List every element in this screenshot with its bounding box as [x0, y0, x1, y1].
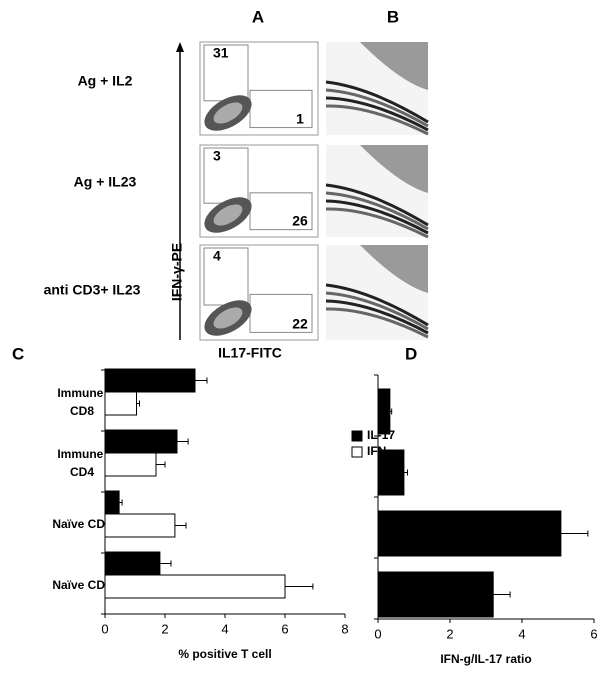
bar: [104, 391, 137, 416]
x-tick-label: 0: [101, 621, 108, 636]
x-tick-label: 8: [341, 621, 348, 636]
x-tick-label: 0: [374, 626, 381, 641]
x-tick-label: 4: [221, 621, 228, 636]
quadrant-value: 26: [292, 213, 308, 229]
quadrant-value: 3: [213, 148, 221, 164]
bar: [104, 551, 161, 576]
histology-layer: [325, 291, 429, 331]
histology-layer: [325, 104, 429, 136]
histology-layer: [325, 307, 429, 339]
x-tick-label: 6: [281, 621, 288, 636]
category-label: Naïve CD4: [52, 578, 112, 592]
histology-lens: [360, 245, 428, 293]
histology-lens: [360, 145, 428, 193]
legend-swatch: [351, 430, 363, 442]
histology-layer: [325, 199, 429, 235]
bar: [377, 388, 391, 435]
arrow-head: [176, 42, 184, 52]
histology-layer: [325, 299, 429, 335]
flow-cloud: [213, 204, 243, 226]
histology-layer: [325, 88, 429, 128]
bar: [377, 449, 405, 496]
bar: [377, 510, 562, 557]
bar: [104, 452, 157, 477]
quadrant-value: 22: [292, 316, 308, 332]
flow-cloud: [213, 102, 243, 124]
x-tick-label: 2: [446, 626, 453, 641]
flow-cloud: [213, 307, 243, 329]
legend-swatch: [351, 446, 363, 458]
bar: [104, 429, 178, 454]
bar: [104, 490, 120, 515]
panel-letter: B: [387, 7, 399, 26]
flow-y-label: IFN-γ-PE: [169, 243, 185, 301]
histology-layer: [325, 80, 429, 124]
panel-letter: D: [405, 344, 417, 363]
flow-x-label: IL17-FITC: [218, 345, 282, 361]
x-tick-label: 4: [518, 626, 525, 641]
x-tick-label: 2: [161, 621, 168, 636]
panel-letter: C: [12, 344, 24, 363]
bar: [104, 368, 196, 393]
x-axis-label: % positive T cell: [178, 647, 271, 661]
histology-layer: [325, 191, 429, 231]
histology-lens: [360, 42, 428, 90]
row-label: Ag + IL2: [78, 73, 133, 89]
category-label: Immune CD4: [57, 447, 106, 479]
bar: [104, 574, 286, 599]
quadrant-value: 1: [296, 111, 304, 127]
quadrant-value: 31: [213, 45, 229, 61]
row-label: anti CD3+ IL23: [44, 282, 141, 298]
category-label: Naïve CD8: [52, 517, 112, 531]
x-tick-label: 6: [590, 626, 597, 641]
histology-layer: [325, 283, 429, 327]
histology-layer: [325, 207, 429, 239]
row-label: Ag + IL23: [74, 174, 137, 190]
bar: [377, 571, 494, 618]
x-axis-label: IFN-g/IL-17 ratio: [440, 652, 531, 666]
panel-letter: A: [252, 7, 264, 26]
quadrant-value: 4: [213, 248, 221, 264]
bar: [104, 513, 176, 538]
histology-layer: [325, 96, 429, 132]
category-label: Immune CD8: [57, 386, 106, 418]
histology-layer: [325, 183, 429, 227]
